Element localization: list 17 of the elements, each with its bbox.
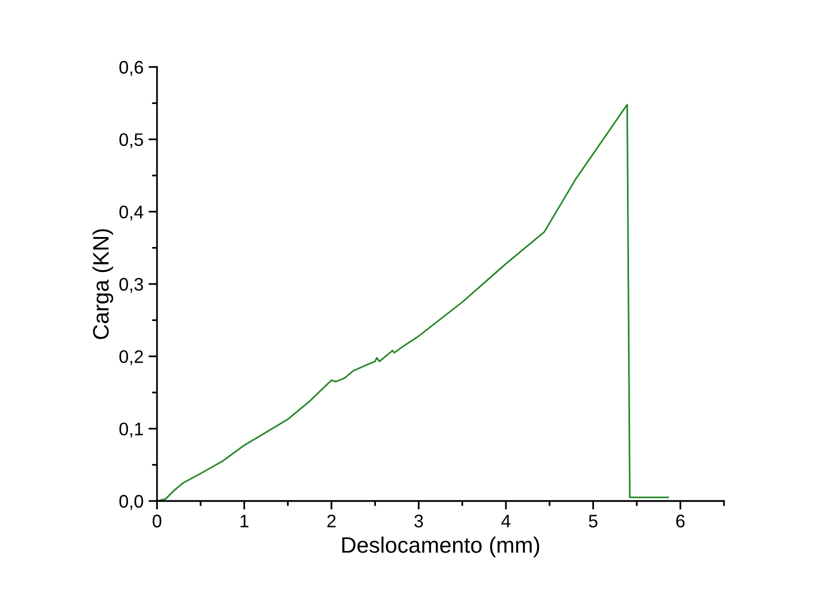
x-tick-label: 4 <box>501 514 510 528</box>
y-tick-label: 0,2 <box>119 350 143 366</box>
x-tick-label: 3 <box>414 514 423 528</box>
x-tick-label: 6 <box>676 514 685 528</box>
y-tick-label: 0,5 <box>119 133 144 148</box>
x-tick-label: 0 <box>152 514 162 528</box>
x-axis-title: Deslocamento (mm) <box>342 536 540 558</box>
y-tick-label: 0,3 <box>119 278 144 293</box>
y-tick-label: 0,0 <box>119 494 144 510</box>
x-tick-label: 1 <box>240 514 248 528</box>
y-axis-title: Carga (KN) <box>92 229 114 340</box>
x-tick-label: 5 <box>588 514 598 528</box>
y-tick-label: 0,6 <box>119 60 144 76</box>
y-tick-label: 0,1 <box>119 422 143 438</box>
x-tick-label: 2 <box>327 514 336 528</box>
y-tick-label: 0,4 <box>119 206 144 221</box>
line-series <box>157 104 669 501</box>
